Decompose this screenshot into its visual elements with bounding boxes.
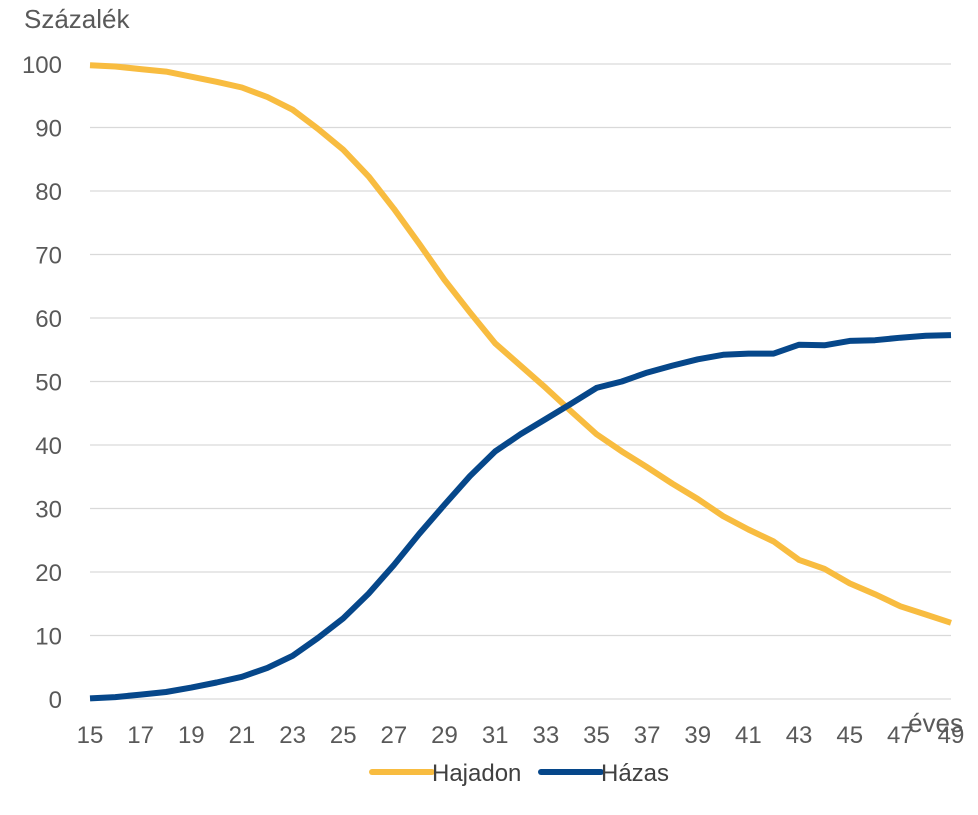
x-tick-label: 39 xyxy=(684,722,711,749)
y-tick-label: 80 xyxy=(35,179,62,206)
x-tick-label: 45 xyxy=(836,722,863,749)
legend: Hajadon Házas xyxy=(369,760,669,787)
y-tick-label: 10 xyxy=(35,624,62,651)
x-tick-label: 41 xyxy=(735,722,762,749)
x-tick-label: 47 xyxy=(887,722,914,749)
y-tick-label: 50 xyxy=(35,370,62,397)
legend-label-házas: Házas xyxy=(601,760,669,787)
y-axis-ticks: 0 10 20 30 40 50 60 70 80 90 100 xyxy=(22,52,62,714)
series-line-hajadon xyxy=(89,62,952,626)
x-tick-label: 35 xyxy=(583,722,610,749)
y-axis-title: Százalék xyxy=(24,4,130,34)
x-tick-label: 43 xyxy=(786,722,813,749)
x-tick-label: 29 xyxy=(431,722,458,749)
y-tick-label: 30 xyxy=(35,497,62,524)
x-tick-label: 17 xyxy=(127,722,154,749)
x-tick-label: 49 xyxy=(938,722,965,749)
x-tick-label: 23 xyxy=(279,722,306,749)
y-tick-label: 90 xyxy=(35,116,62,143)
x-tick-label: 31 xyxy=(482,722,509,749)
y-tick-label: 60 xyxy=(35,306,62,333)
x-tick-label: 19 xyxy=(178,722,205,749)
x-tick-label: 37 xyxy=(634,722,661,749)
gridlines xyxy=(90,63,951,700)
x-tick-label: 33 xyxy=(532,722,559,749)
x-axis-ticks: 15 17 19 21 23 25 27 29 31 33 35 37 39 41 43 45 47 49 xyxy=(77,722,965,749)
x-tick-label: 21 xyxy=(229,722,256,749)
x-tick-label: 15 xyxy=(77,722,104,749)
y-tick-label: 70 xyxy=(35,243,62,270)
legend-label-hajadon: Hajadon xyxy=(432,760,521,787)
series-lines xyxy=(89,62,952,702)
y-tick-label: 40 xyxy=(35,433,62,460)
y-tick-label: 100 xyxy=(22,52,62,79)
x-tick-label: 25 xyxy=(330,722,357,749)
y-tick-label: 0 xyxy=(49,687,62,714)
x-axis-title: éves xyxy=(908,708,963,738)
series-line-házas xyxy=(89,332,952,702)
y-tick-label: 20 xyxy=(35,560,62,587)
x-tick-label: 27 xyxy=(381,722,408,749)
